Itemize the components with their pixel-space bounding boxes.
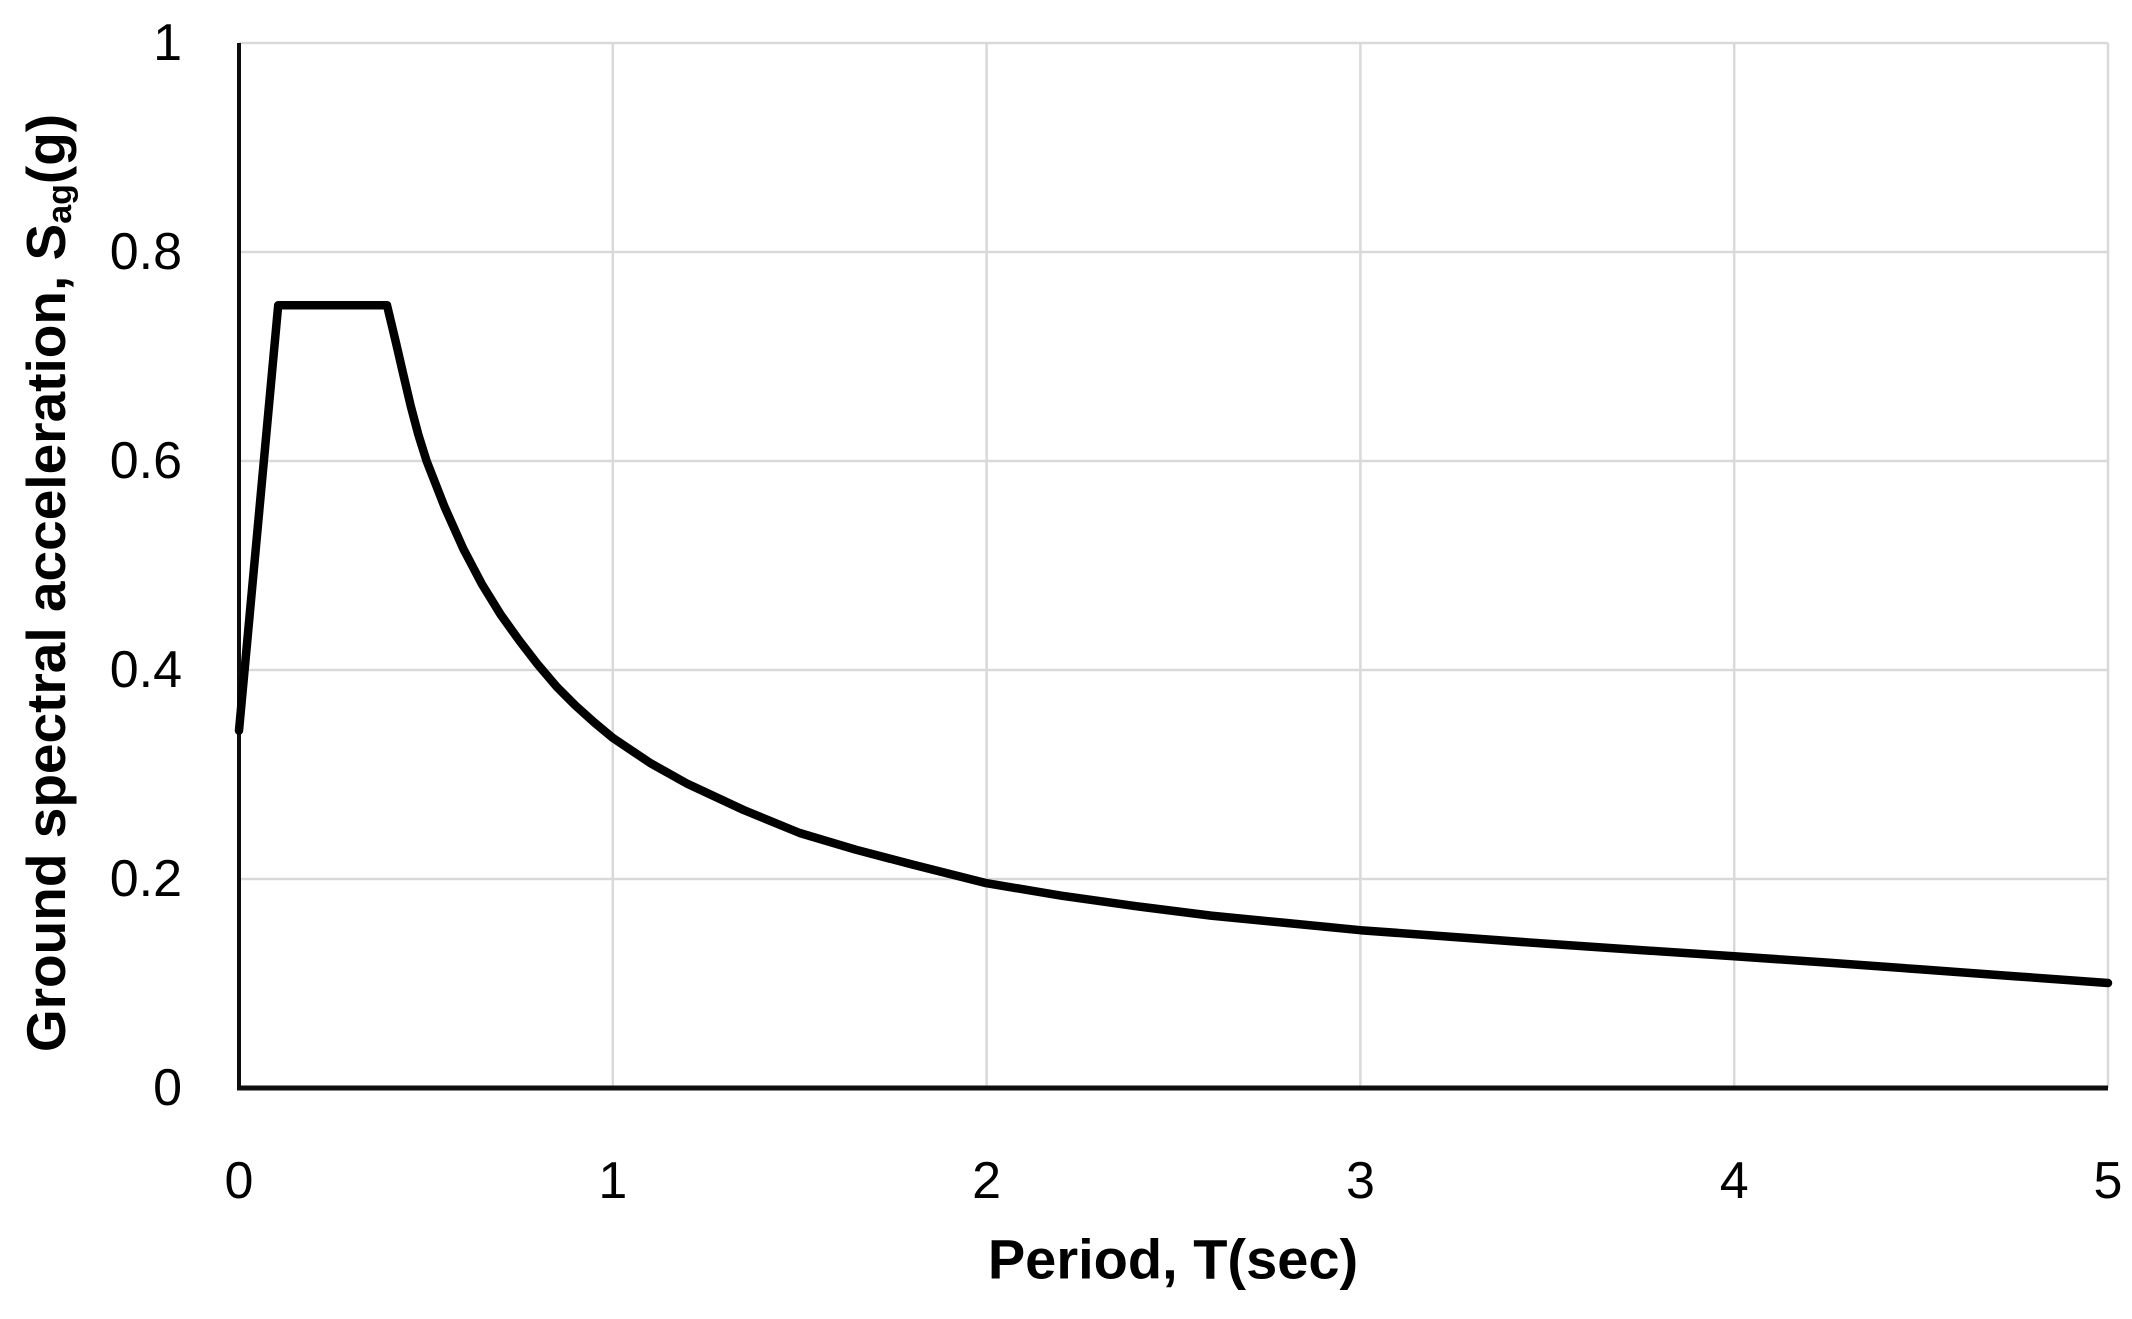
tick-labels: 0 0.2 0.4 0.6 0.8 1 0 1 2 3 4 5	[110, 14, 2123, 1210]
spectrum-curve	[234, 301, 2113, 988]
x-tick-label: 3	[1346, 1152, 1375, 1210]
y-axis-title-suffix: (g)	[15, 114, 77, 184]
y-tick-label: 0.6	[110, 432, 182, 490]
y-tick-label: 1	[153, 14, 182, 72]
curve-series	[234, 301, 2113, 988]
y-tick-label: 0.2	[110, 850, 182, 908]
axis-titles: Period, T(sec) Ground spectral accelerat…	[15, 114, 1358, 1291]
y-tick-label: 0	[153, 1059, 182, 1117]
y-axis-title: Ground spectral acceleration, Sag(g)	[15, 114, 79, 1052]
x-tick-label: 1	[598, 1152, 627, 1210]
x-tick-label: 2	[972, 1152, 1001, 1210]
y-axis-title-main: Ground spectral acceleration, S	[15, 224, 77, 1052]
x-tick-label: 5	[2094, 1152, 2123, 1210]
gridlines	[239, 41, 2110, 1088]
y-tick-label: 0.4	[110, 641, 182, 699]
x-axis-title: Period, T(sec)	[988, 1228, 1358, 1291]
x-tick-label: 4	[1720, 1152, 1749, 1210]
y-tick-label: 0.8	[110, 223, 182, 281]
axes	[237, 43, 2108, 1091]
y-axis-title-subscript: ag	[41, 184, 79, 224]
x-tick-label: 0	[225, 1152, 254, 1210]
